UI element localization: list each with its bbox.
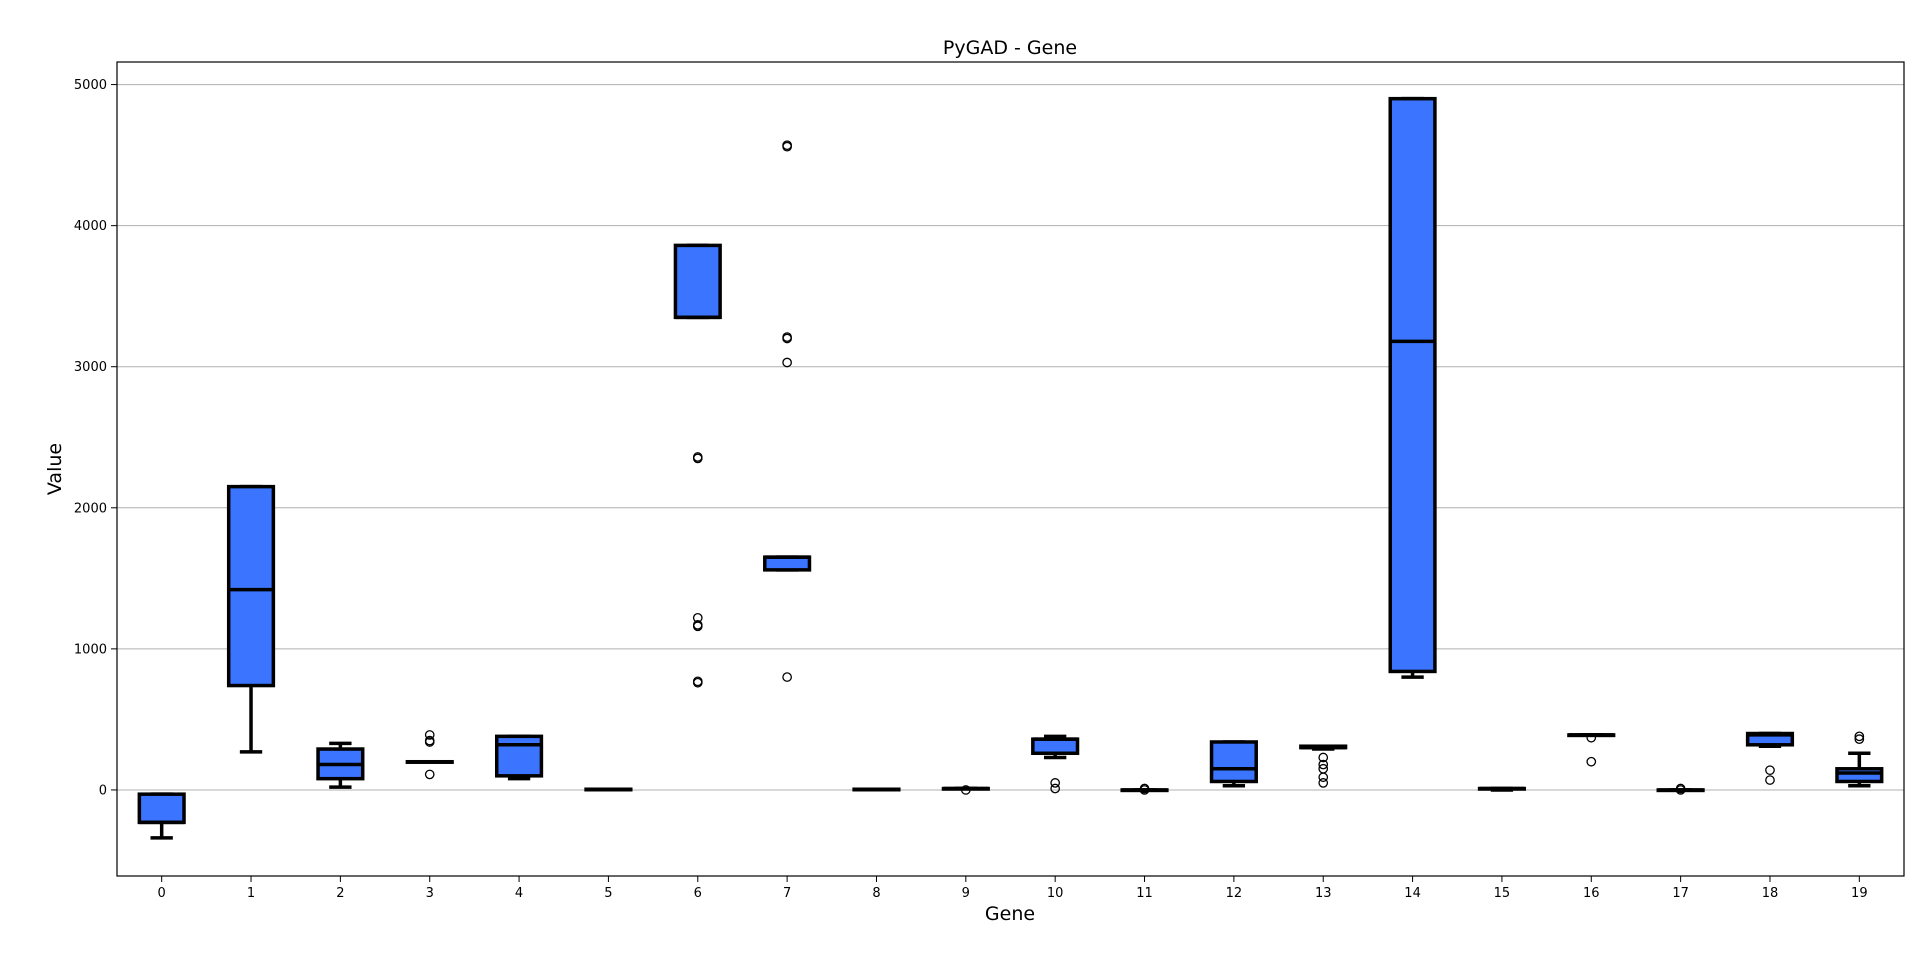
- outlier-point: [1765, 765, 1775, 776]
- box-group: [1835, 731, 1884, 788]
- y-tick-label: 4000: [74, 219, 107, 234]
- outlier-point: [1765, 775, 1775, 785]
- outlier-point: [692, 620, 703, 630]
- y-tick-label: 2000: [74, 501, 107, 516]
- box-group: [941, 785, 990, 795]
- box-iqr: [673, 243, 722, 320]
- box-group: [405, 730, 454, 780]
- box-group: [137, 792, 186, 840]
- x-axis-ticks: 0 1 2 3 4 5 6 7 8 9 10 11 12 13 14 15 16 17 18 19: [158, 876, 1868, 901]
- x-tick-label: 12: [1226, 886, 1243, 901]
- outlier-point: [424, 769, 435, 780]
- outlier-point: [1854, 734, 1865, 745]
- x-tick-label: 16: [1583, 886, 1600, 901]
- outlier-point: [1318, 772, 1329, 783]
- outlier-point: [1854, 731, 1865, 742]
- outlier-point: [1318, 752, 1329, 763]
- x-tick-label: 5: [604, 886, 612, 901]
- box-iqr: [1388, 96, 1437, 674]
- box-iqr: [1835, 767, 1884, 784]
- outlier-point: [1050, 783, 1061, 794]
- box-group: [226, 484, 276, 754]
- outlier-point: [782, 140, 792, 151]
- box-group: [763, 140, 812, 682]
- box-group: [1031, 734, 1080, 794]
- box-group: [1567, 732, 1616, 767]
- x-tick-label: 2: [336, 886, 344, 901]
- outlier-point: [424, 730, 435, 740]
- x-tick-label: 1: [247, 886, 255, 901]
- plot-frame: [116, 61, 1905, 877]
- outlier-point: [1318, 763, 1329, 774]
- box-group: [1477, 786, 1527, 792]
- outlier-point: [782, 357, 792, 368]
- box-series: [137, 96, 1884, 840]
- box-iqr: [226, 484, 276, 688]
- box-group: [1656, 783, 1705, 795]
- box-group: [1388, 96, 1437, 679]
- outlier-point: [1586, 756, 1597, 767]
- x-tick-label: 0: [158, 886, 166, 901]
- outlier-point: [1318, 778, 1329, 788]
- x-tick-label: 14: [1404, 886, 1421, 901]
- outlier-point: [424, 735, 435, 746]
- outlier-point: [1675, 783, 1686, 794]
- outlier-point: [692, 676, 703, 687]
- x-tick-label: 13: [1315, 886, 1332, 901]
- box-group: [494, 734, 544, 781]
- outlier-point: [1318, 759, 1329, 770]
- box-group: [1745, 731, 1795, 785]
- box-group: [1299, 744, 1348, 788]
- outlier-point: [692, 612, 703, 623]
- box-group: [584, 787, 633, 792]
- box-group: [852, 787, 901, 792]
- y-axis-label: Value: [44, 443, 66, 495]
- box-group: [1209, 740, 1258, 788]
- x-tick-label: 4: [515, 886, 523, 901]
- x-tick-label: 7: [783, 886, 791, 901]
- y-tick-label: 1000: [74, 642, 107, 657]
- outlier-point: [1050, 778, 1061, 788]
- y-axis-ticks: 0 1000 2000 3000 4000 5000: [74, 78, 117, 798]
- outlier-point: [782, 332, 792, 342]
- x-tick-label: 11: [1136, 886, 1153, 901]
- box-iqr: [494, 734, 544, 778]
- x-tick-label: 15: [1494, 886, 1511, 901]
- box-iqr: [1031, 737, 1080, 756]
- box-group: [316, 741, 365, 789]
- outlier-point: [1586, 732, 1597, 743]
- outlier-point: [692, 452, 703, 462]
- chart-title: PyGAD - Gene: [943, 37, 1077, 59]
- box-group: [673, 243, 722, 688]
- x-tick-label: 17: [1672, 886, 1689, 901]
- x-tick-label: 19: [1851, 886, 1868, 901]
- x-axis-label: Gene: [985, 903, 1035, 925]
- outlier-point: [960, 785, 971, 795]
- x-tick-label: 8: [872, 886, 880, 901]
- x-tick-label: 18: [1762, 886, 1779, 901]
- box-group: [1120, 783, 1169, 795]
- x-tick-label: 6: [694, 886, 702, 901]
- x-tick-label: 3: [426, 886, 434, 901]
- box-iqr: [137, 792, 186, 825]
- box-iqr: [763, 555, 812, 572]
- y-tick-label: 3000: [74, 360, 107, 375]
- gridlines: [117, 84, 1904, 791]
- box-iqr: [1209, 740, 1258, 784]
- outlier-point: [1139, 783, 1150, 794]
- x-tick-label: 9: [962, 886, 970, 901]
- x-tick-label: 10: [1047, 886, 1064, 901]
- y-tick-label: 5000: [74, 78, 107, 93]
- outlier-point: [782, 672, 792, 682]
- y-tick-label: 0: [99, 783, 107, 798]
